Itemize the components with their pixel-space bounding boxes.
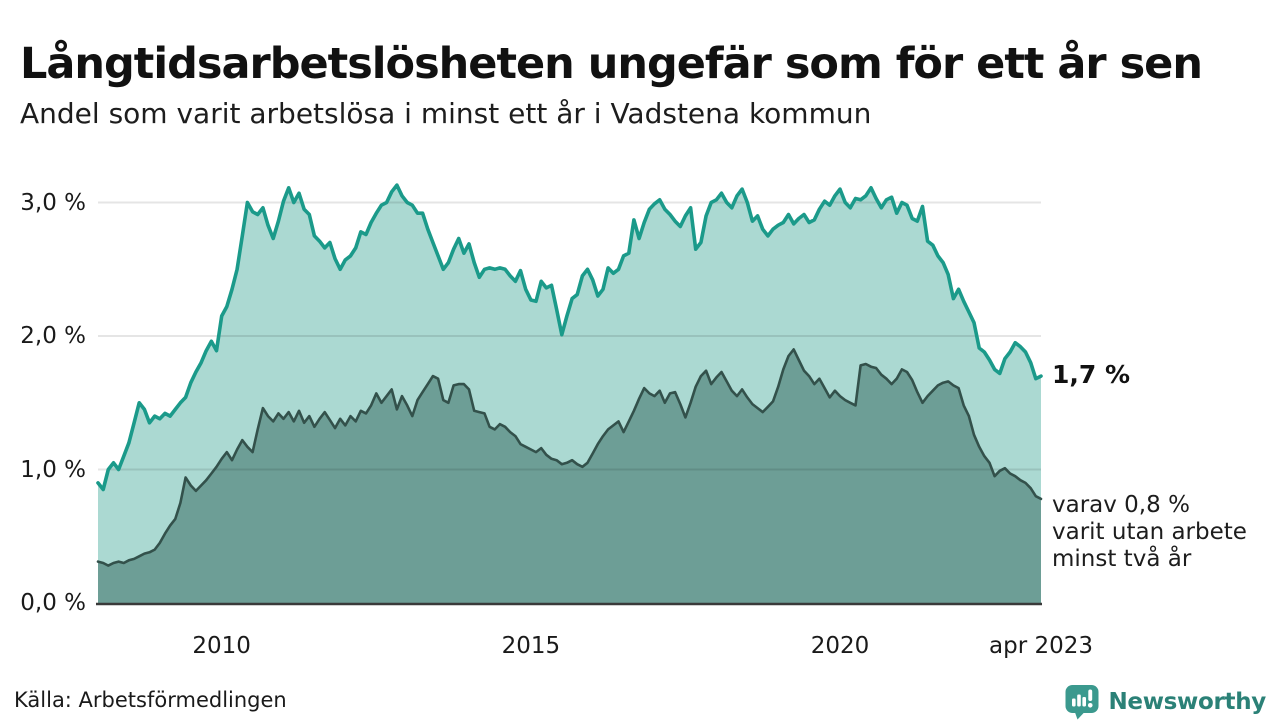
x-axis-tick-label: apr 2023 xyxy=(989,633,1093,659)
y-axis-tick-label: 2,0 % xyxy=(20,323,86,349)
total-series-end-value-label: 1,7 % xyxy=(1052,360,1131,390)
newsworthy-wordmark: Newsworthy xyxy=(1108,689,1266,715)
x-axis-tick-label: 2015 xyxy=(501,633,561,659)
annotation-line: varit utan arbete xyxy=(1052,519,1247,545)
source-credit: Källa: Arbetsförmedlingen xyxy=(14,688,287,712)
total-series-line xyxy=(96,183,1043,492)
newsworthy-logo: Newsworthy xyxy=(1064,684,1266,720)
y-axis-tick-label: 1,0 % xyxy=(20,456,86,483)
inner-series-annotation: varav 0,8 % varit utan arbete minst två … xyxy=(1052,492,1247,573)
page-subtitle: Andel som varit arbetslösa i minst ett å… xyxy=(20,97,872,130)
inner-series-line xyxy=(96,348,1043,567)
inner-area-fill xyxy=(98,349,1041,603)
page-title: Långtidsarbetslösheten ungefär som för e… xyxy=(20,38,1203,89)
annotation-line: minst två år xyxy=(1052,546,1192,572)
newsworthy-bubble-barchart-icon xyxy=(1064,684,1101,720)
y-axis-tick-label: 3,0 % xyxy=(20,189,86,216)
y-axis-tick-label: 0,0 % xyxy=(20,590,86,616)
annotation-line: varav 0,8 % xyxy=(1052,492,1190,518)
x-axis-tick-label: 2010 xyxy=(192,633,251,659)
x-axis-tick-label: 2020 xyxy=(810,633,870,659)
